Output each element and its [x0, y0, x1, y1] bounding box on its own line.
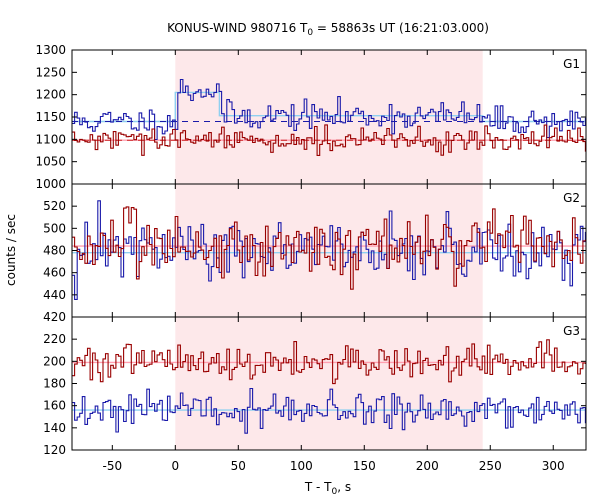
x-axis-label: T - T0, s	[304, 480, 351, 497]
series-g3-blue	[72, 387, 586, 434]
y-tick-label: 480	[43, 244, 66, 258]
y-tick-label: 140	[43, 421, 66, 435]
x-tick-label: 150	[353, 459, 376, 473]
chart-title: KONUS-WIND 980716 T0 = 58863s UT (16:21:…	[167, 21, 489, 38]
y-tick-label: 200	[43, 354, 66, 368]
series-g2-blue	[72, 200, 586, 300]
x-tick-label: 100	[290, 459, 313, 473]
y-tick-label: 440	[43, 288, 66, 302]
y-tick-label: 1200	[35, 88, 66, 102]
panel-label-g2: G2	[563, 191, 580, 205]
y-tick-label: 1250	[35, 65, 66, 79]
panel-label-g3: G3	[563, 324, 580, 338]
y-tick-label: 520	[43, 199, 66, 213]
y-axis-label: counts / sec	[4, 214, 18, 286]
y-tick-label: 1100	[35, 132, 66, 146]
y-tick-label: 1000	[35, 177, 66, 191]
y-tick-label: 1050	[35, 155, 66, 169]
x-tick-label: 250	[479, 459, 502, 473]
y-tick-label: 160	[43, 399, 66, 413]
series-g1-blue	[72, 78, 586, 141]
y-tick-label: 180	[43, 377, 66, 391]
y-tick-label: 500	[43, 221, 66, 235]
series-g1-red	[72, 124, 586, 156]
x-tick-label: 200	[416, 459, 439, 473]
y-tick-label: 220	[43, 332, 66, 346]
series-g2-red	[72, 206, 586, 290]
series-g3-red	[72, 339, 586, 385]
x-tick-label: 50	[231, 459, 246, 473]
x-tick-label: 0	[171, 459, 179, 473]
y-tick-label: 1300	[35, 43, 66, 57]
y-tick-label: 460	[43, 266, 66, 280]
y-tick-label: 420	[43, 310, 66, 324]
x-tick-label: 300	[542, 459, 565, 473]
panel-label-g1: G1	[563, 57, 580, 71]
x-tick-label: -50	[103, 459, 123, 473]
y-tick-label: 1150	[35, 110, 66, 124]
y-tick-label: 120	[43, 443, 66, 457]
